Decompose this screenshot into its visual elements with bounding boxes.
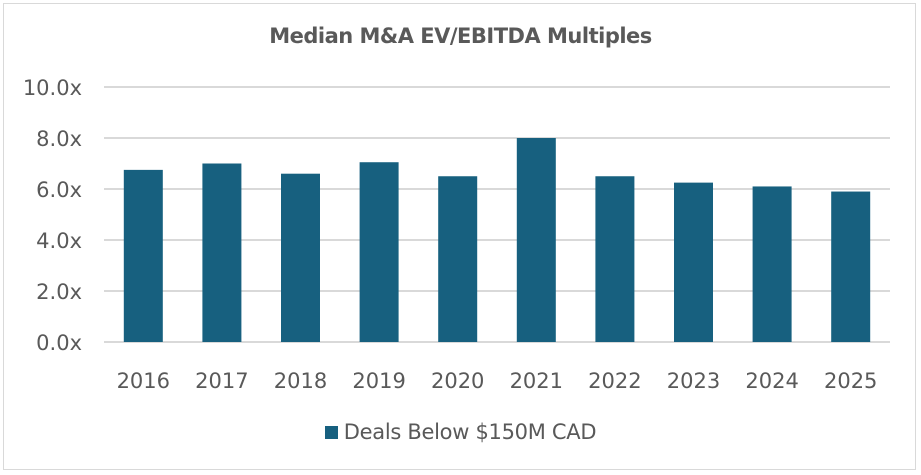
- y-tick-label: 10.0x: [23, 76, 82, 100]
- bars: [123, 138, 871, 342]
- legend-swatch: [324, 425, 338, 439]
- bar-2018: [281, 173, 320, 342]
- x-tick-label: 2016: [117, 369, 170, 393]
- y-tick-label: 8.0x: [36, 127, 82, 151]
- x-tick-label: 2021: [510, 369, 563, 393]
- y-axis-ticks: 0.0x 2.0x 4.0x 6.0x 8.0x 10.0x: [23, 76, 82, 355]
- legend-label: Deals Below $150M CAD: [343, 420, 597, 444]
- x-tick-label: 2020: [431, 369, 484, 393]
- x-tick-label: 2023: [667, 369, 720, 393]
- y-tick-label: 6.0x: [36, 178, 82, 202]
- x-tick-label: 2019: [352, 369, 405, 393]
- bar-2019: [359, 162, 399, 342]
- chart-title: Median M&A EV/EBITDA Multiples: [269, 24, 652, 48]
- bar-2025: [831, 191, 871, 342]
- x-tick-label: 2024: [745, 369, 798, 393]
- x-axis-ticks: 2016 2017 2018 2019 2020 2021 2022 2023 2024 2025: [117, 369, 878, 393]
- bar-2017: [202, 163, 242, 342]
- bar-2021: [516, 138, 556, 342]
- bar-2023: [674, 182, 713, 342]
- x-tick-label: 2018: [274, 369, 327, 393]
- y-tick-label: 2.0x: [36, 280, 82, 304]
- x-tick-label: 2025: [824, 369, 877, 393]
- bar-2016: [123, 169, 163, 342]
- x-tick-label: 2017: [195, 369, 248, 393]
- x-tick-label: 2022: [588, 369, 641, 393]
- y-tick-label: 4.0x: [36, 229, 82, 253]
- y-tick-label: 0.0x: [36, 331, 82, 355]
- bar-2022: [595, 176, 635, 342]
- legend: Deals Below $150M CAD: [0, 420, 921, 444]
- bar-2024: [752, 186, 792, 342]
- bar-2020: [438, 176, 478, 342]
